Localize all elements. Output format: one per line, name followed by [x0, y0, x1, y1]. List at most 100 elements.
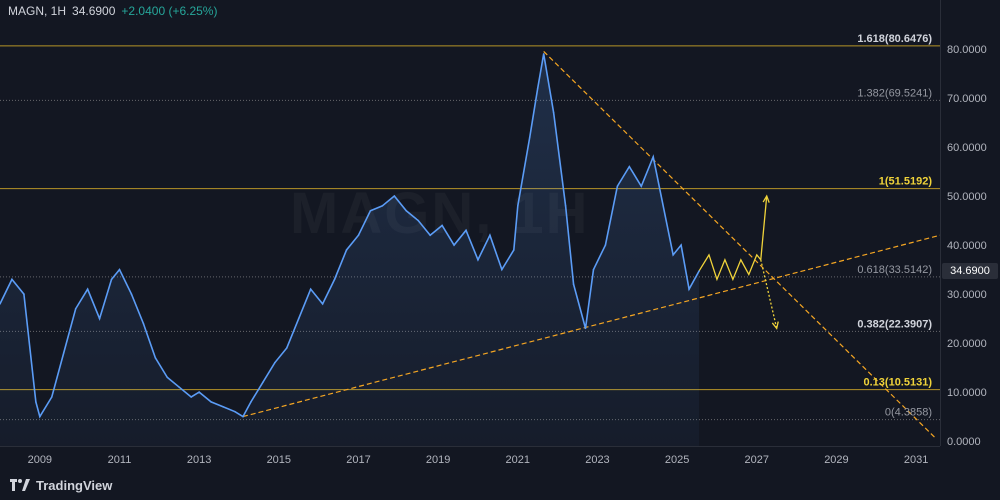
arrow-head-icon — [762, 194, 770, 203]
x-tick-label: 2029 — [824, 454, 848, 466]
price-point-34 — [381, 205, 384, 207]
price-point-49 — [542, 53, 545, 55]
fib-level-label-4: 0.382(22.3907) — [857, 318, 932, 330]
price-point-40 — [453, 244, 455, 246]
price-point-5 — [50, 396, 53, 398]
price-point-35 — [393, 195, 396, 197]
price-chart[interactable]: 1.618(80.6476) 1.382(69.5241) 1(51.5192) 0.… — [0, 0, 940, 446]
price-point-51 — [564, 205, 567, 207]
projection-line-projection-up[interactable] — [760, 195, 768, 260]
price-point-53 — [584, 327, 587, 330]
projection-line-projection[interactable] — [698, 253, 762, 282]
price-label: 34.6900 — [72, 4, 116, 18]
y-tick-label: 0.0000 — [947, 436, 981, 446]
fib-level-label-3: 0.618(33.5142) — [857, 264, 932, 276]
x-tick-label: 2027 — [745, 454, 769, 466]
price-point-15 — [166, 376, 169, 379]
price-point-11 — [118, 268, 121, 271]
footer: TradingView — [0, 470, 1000, 500]
price-point-22 — [242, 415, 244, 418]
y-tick-label: 60.0000 — [947, 142, 987, 154]
price-point-17 — [190, 396, 192, 398]
price-point-7 — [74, 307, 77, 310]
price-point-20 — [222, 405, 224, 408]
price-point-57 — [628, 165, 631, 168]
price-point-26 — [285, 347, 288, 349]
price-point-54 — [592, 268, 595, 271]
price-point-46 — [516, 205, 519, 207]
fib-level-label-6: 0(4.3858) — [885, 407, 932, 419]
y-tick-label: 10.0000 — [947, 387, 987, 399]
price-point-56 — [616, 185, 619, 188]
time-axis[interactable]: 2009 2011 2013 2015 2017 2019 2021 2023 2025 2027… — [0, 446, 940, 471]
price-point-3 — [35, 401, 37, 403]
price-axis[interactable]: 0.0000 10.0000 20.0000 30.0000 40.0000 50.000… — [940, 0, 1000, 446]
tradingview-brand[interactable]: TradingView — [10, 478, 112, 493]
price-point-25 — [274, 361, 276, 364]
price-point-28 — [309, 288, 312, 290]
x-tick-label: 2017 — [346, 454, 370, 466]
price-point-44 — [501, 268, 503, 271]
x-tick-label: 2011 — [108, 454, 132, 466]
price-point-13 — [142, 322, 145, 325]
price-point-63 — [688, 288, 690, 290]
trend-lines — [242, 51, 940, 440]
price-point-50 — [552, 111, 555, 114]
price-point-1 — [11, 278, 13, 281]
price-point-62 — [680, 244, 682, 246]
change-label: +2.0400 (+6.25%) — [121, 4, 218, 18]
price-point-24 — [262, 381, 264, 384]
price-point-4 — [39, 415, 41, 418]
trend-line-support[interactable] — [242, 234, 940, 418]
price-point-59 — [652, 156, 655, 158]
price-point-18 — [198, 391, 200, 393]
x-tick-label: 2025 — [665, 454, 689, 466]
symbol-label[interactable]: MAGN, 1H — [8, 4, 67, 18]
price-point-31 — [345, 249, 348, 251]
price-point-10 — [110, 278, 113, 281]
price-point-48 — [536, 87, 539, 90]
x-tick-label: 2013 — [187, 454, 211, 466]
price-point-14 — [154, 356, 157, 359]
price-point-52 — [572, 283, 575, 286]
price-point-38 — [429, 234, 431, 237]
price-point-23 — [250, 401, 252, 403]
price-point-60 — [660, 195, 662, 197]
fib-labels: 1.618(80.6476) 1.382(69.5241) 1(51.5192) 0.… — [857, 33, 932, 419]
fib-level-label-0: 1.618(80.6476) — [857, 33, 932, 45]
chart-header: MAGN, 1H 34.6900 +2.0400 (+6.25%) — [8, 4, 217, 18]
y-tick-label: 50.0000 — [947, 191, 987, 203]
price-point-9 — [98, 317, 101, 320]
price-point-27 — [297, 317, 300, 320]
x-tick-label: 2019 — [426, 454, 450, 466]
price-point-43 — [489, 234, 491, 237]
price-point-61 — [672, 254, 674, 256]
price-point-32 — [357, 234, 360, 237]
price-point-36 — [405, 209, 408, 212]
price-point-58 — [640, 185, 643, 188]
trend-line-resistance[interactable] — [543, 51, 937, 440]
price-point-19 — [210, 401, 212, 403]
price-point-0 — [0, 303, 1, 305]
x-tick-label: 2023 — [585, 454, 609, 466]
projection-line-projection-down[interactable] — [760, 259, 778, 329]
price-point-16 — [178, 386, 181, 388]
price-point-6 — [62, 352, 65, 354]
y-tick-label: 70.0000 — [947, 93, 987, 105]
price-point-29 — [321, 303, 324, 305]
x-tick-label: 2031 — [904, 454, 928, 466]
price-point-8 — [86, 288, 89, 290]
price-point-33 — [369, 209, 372, 212]
price-point-30 — [333, 278, 336, 281]
fib-levels — [0, 45, 940, 421]
price-point-37 — [417, 219, 420, 222]
x-tick-label: 2009 — [28, 454, 52, 466]
x-tick-label: 2015 — [267, 454, 291, 466]
price-point-21 — [234, 410, 236, 413]
price-point-47 — [528, 136, 531, 139]
price-point-64 — [698, 270, 700, 272]
fib-level-label-2: 1(51.5192) — [879, 176, 933, 188]
fib-level-label-5: 0.13(10.5131) — [864, 377, 933, 389]
arrow-head-icon — [771, 321, 779, 330]
y-tick-label: 20.0000 — [947, 338, 987, 350]
